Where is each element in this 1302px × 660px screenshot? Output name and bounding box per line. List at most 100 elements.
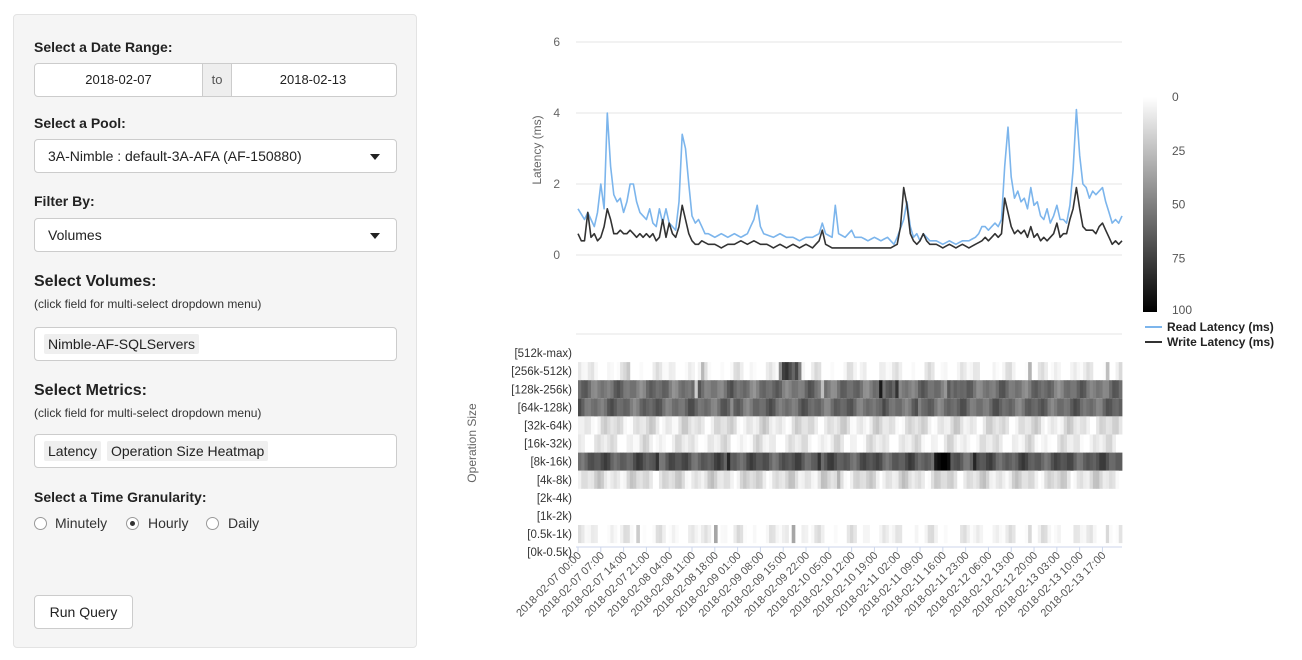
- heatmap-cell: [921, 416, 925, 435]
- metric-tag-latency[interactable]: Latency: [44, 441, 102, 461]
- heatmap-cell: [1073, 452, 1078, 471]
- legend-item-label[interactable]: Read Latency (ms): [1167, 320, 1274, 334]
- heatmap-cell: [720, 434, 725, 453]
- heatmap-cell: [649, 452, 653, 471]
- heatmap-cell: [1105, 380, 1110, 399]
- date-to-input[interactable]: 2018-02-13: [279, 72, 347, 87]
- heatmap-cell: [775, 525, 780, 544]
- heatmap-cell: [846, 380, 851, 399]
- heatmap-cell: [788, 398, 793, 417]
- heatmap-cell: [862, 452, 867, 471]
- heatmap-cell: [1060, 452, 1065, 471]
- date-from-input[interactable]: 2018-02-07: [85, 72, 152, 87]
- heatmap-cell: [940, 398, 945, 417]
- heatmap-cell: [707, 434, 712, 453]
- heatmap-cell: [1041, 416, 1045, 435]
- heatmap-cell: [590, 416, 595, 435]
- heatmap-row-label: [0k-0.5k): [527, 547, 572, 559]
- heatmap-cell: [924, 525, 929, 544]
- heatmap-cell: [892, 416, 896, 435]
- volume-tag[interactable]: Nimble-AF-SQLServers: [44, 334, 200, 354]
- heatmap-cell: [901, 398, 906, 417]
- heatmap-cell: [785, 470, 789, 489]
- heatmap-cell: [888, 452, 893, 471]
- radio-daily[interactable]: [206, 517, 219, 530]
- heatmap-cell: [629, 416, 634, 435]
- heatmap-cell: [756, 434, 760, 453]
- heatmap-cell: [843, 362, 848, 381]
- heatmap-cell: [869, 434, 874, 453]
- heatmap-cell: [856, 416, 861, 435]
- heatmap-cell: [811, 416, 815, 435]
- heatmap-cell: [986, 434, 990, 453]
- pool-select[interactable]: 3A-Nimble : default-3A-AFA (AF-150880): [34, 139, 397, 173]
- heatmap-cell: [691, 416, 695, 435]
- metric-tag-heatmap[interactable]: Operation Size Heatmap: [107, 441, 269, 461]
- heatmap-cell: [752, 434, 757, 453]
- heatmap-cell: [1024, 380, 1029, 399]
- heatmap-cell: [710, 398, 715, 417]
- heatmap-cell: [934, 434, 938, 453]
- heatmap-cell: [1024, 398, 1029, 417]
- heatmap-cell: [1047, 434, 1052, 453]
- run-query-button[interactable]: Run Query: [34, 595, 133, 629]
- heatmap-cell: [898, 525, 903, 544]
- heatmap-cell: [720, 470, 725, 489]
- heatmap-cell: [943, 525, 948, 544]
- metrics-multiselect[interactable]: Latency Operation Size Heatmap: [34, 434, 397, 468]
- heatmap-cell: [778, 416, 783, 435]
- heatmap-cell: [743, 452, 747, 471]
- heatmap-cell: [982, 398, 987, 417]
- heatmap-cell: [1047, 416, 1052, 435]
- heatmap-cell: [694, 380, 699, 399]
- heatmap-cell: [736, 398, 741, 417]
- filter-select[interactable]: Volumes: [34, 218, 397, 252]
- heatmap-cell: [901, 434, 906, 453]
- legend-item-label[interactable]: Write Latency (ms): [1167, 335, 1274, 349]
- heatmap-cell: [969, 362, 974, 381]
- heatmap-cell: [801, 525, 806, 544]
- heatmap-cell: [850, 525, 854, 544]
- heatmap-cell: [578, 362, 582, 381]
- heatmap-cell: [610, 362, 615, 381]
- heatmap-cell: [943, 470, 948, 489]
- heatmap-cell: [743, 416, 747, 435]
- heatmap-cell: [798, 452, 802, 471]
- heatmap-cell: [950, 434, 955, 453]
- heatmap-cell: [927, 525, 932, 544]
- radio-hourly[interactable]: [126, 517, 139, 530]
- heatmap-cell: [788, 434, 793, 453]
- heatmap-cell: [1083, 362, 1087, 381]
- heatmap-cell: [1044, 470, 1048, 489]
- radio-minutely-label[interactable]: Minutely: [55, 515, 108, 531]
- heatmap-cell: [934, 380, 938, 399]
- date-separator: to: [202, 64, 232, 96]
- radio-minutely[interactable]: [34, 517, 47, 530]
- heatmap-cell: [859, 416, 864, 435]
- heatmap-cell: [921, 470, 925, 489]
- heatmap-cell: [833, 470, 838, 489]
- heatmap-cell: [691, 434, 695, 453]
- heatmap-cell: [1018, 452, 1023, 471]
- heatmap-cell: [704, 525, 708, 544]
- heatmap-cell: [688, 452, 692, 471]
- heatmap-cell: [979, 398, 984, 417]
- radio-hourly-label[interactable]: Hourly: [148, 515, 189, 531]
- heatmap-cell: [804, 525, 809, 544]
- heatmap-cell: [782, 416, 786, 435]
- heatmap-cell: [1092, 434, 1097, 453]
- heatmap-cell: [817, 434, 822, 453]
- volumes-multiselect[interactable]: Nimble-AF-SQLServers: [34, 327, 397, 361]
- heatmap-cell: [895, 398, 899, 417]
- heatmap-cell: [837, 452, 841, 471]
- heatmap-cell: [752, 416, 757, 435]
- radio-daily-label[interactable]: Daily: [228, 515, 260, 531]
- heatmap-cell: [833, 434, 838, 453]
- heatmap-cell: [681, 380, 686, 399]
- heatmap-cell: [908, 398, 912, 417]
- heatmap-cell: [791, 525, 796, 544]
- heatmap-cell: [584, 398, 589, 417]
- heatmap-cell: [739, 362, 744, 381]
- heatmap-cell: [1089, 470, 1094, 489]
- heatmap-cell: [749, 470, 754, 489]
